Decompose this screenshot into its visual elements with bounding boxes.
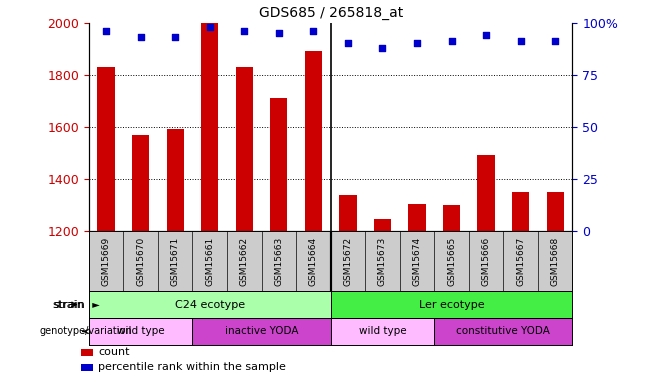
Bar xyxy=(547,192,564,231)
Title: GDS685 / 265818_at: GDS685 / 265818_at xyxy=(259,6,403,20)
Text: GSM15669: GSM15669 xyxy=(101,236,111,286)
Text: ►: ► xyxy=(86,300,99,309)
Text: GSM15672: GSM15672 xyxy=(343,237,353,286)
Bar xyxy=(89,318,192,345)
Bar xyxy=(374,219,391,231)
Text: C24 ecotype: C24 ecotype xyxy=(174,300,245,309)
Text: GSM15673: GSM15673 xyxy=(378,236,387,286)
Point xyxy=(412,40,422,46)
Bar xyxy=(434,318,572,345)
Point xyxy=(308,28,318,34)
Bar xyxy=(97,67,114,231)
Point xyxy=(101,28,111,34)
Text: strain: strain xyxy=(53,300,84,309)
Text: wild type: wild type xyxy=(117,327,164,336)
Bar xyxy=(132,135,149,231)
Text: GSM15671: GSM15671 xyxy=(170,236,180,286)
Point xyxy=(481,32,492,38)
Point xyxy=(515,38,526,44)
Text: percentile rank within the sample: percentile rank within the sample xyxy=(98,362,286,372)
Text: Ler ecotype: Ler ecotype xyxy=(418,300,484,309)
Bar xyxy=(166,129,184,231)
Point xyxy=(136,34,146,40)
Bar xyxy=(89,291,330,318)
Text: GSM15674: GSM15674 xyxy=(413,237,422,286)
Text: GSM15670: GSM15670 xyxy=(136,236,145,286)
Text: wild type: wild type xyxy=(359,327,406,336)
Text: GSM15668: GSM15668 xyxy=(551,236,560,286)
Bar xyxy=(270,98,288,231)
Point xyxy=(343,40,353,46)
Bar xyxy=(512,192,529,231)
Bar xyxy=(192,318,330,345)
Bar xyxy=(236,67,253,231)
Point xyxy=(377,45,388,51)
Bar xyxy=(201,22,218,231)
Text: GSM15663: GSM15663 xyxy=(274,236,284,286)
Bar xyxy=(340,195,357,231)
Point xyxy=(550,38,561,44)
Point xyxy=(446,38,457,44)
Bar xyxy=(409,204,426,231)
Point xyxy=(239,28,249,34)
Bar xyxy=(81,349,93,355)
Bar xyxy=(330,318,434,345)
Text: strain: strain xyxy=(54,300,86,309)
Text: GSM15661: GSM15661 xyxy=(205,236,215,286)
Bar xyxy=(478,155,495,231)
Text: constitutive YODA: constitutive YODA xyxy=(457,327,550,336)
Text: inactive YODA: inactive YODA xyxy=(225,327,298,336)
Text: GSM15667: GSM15667 xyxy=(516,236,525,286)
Bar xyxy=(330,291,572,318)
Text: GSM15664: GSM15664 xyxy=(309,237,318,286)
Text: genotype/variation: genotype/variation xyxy=(39,327,132,336)
Text: GSM15665: GSM15665 xyxy=(447,236,456,286)
Text: GSM15662: GSM15662 xyxy=(240,237,249,286)
Point xyxy=(205,24,215,30)
Text: count: count xyxy=(98,347,130,357)
Point xyxy=(170,34,180,40)
Bar xyxy=(81,364,93,370)
Bar xyxy=(443,205,460,231)
Bar xyxy=(305,51,322,231)
Text: GSM15666: GSM15666 xyxy=(482,236,491,286)
Point xyxy=(274,30,284,36)
